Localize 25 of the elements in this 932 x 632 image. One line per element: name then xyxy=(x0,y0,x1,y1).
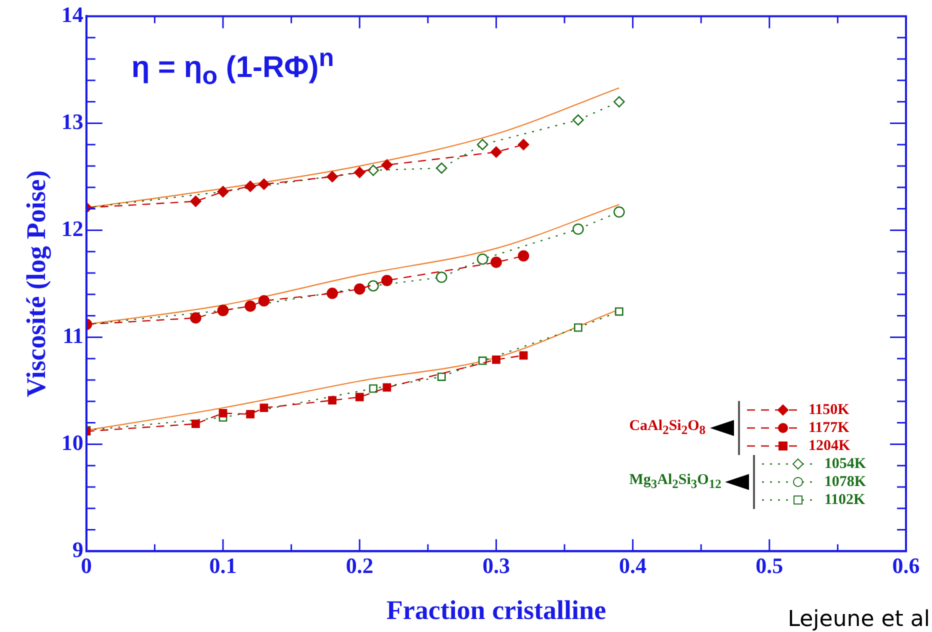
x-tick-label: 0.1 xyxy=(209,553,237,578)
legend-label: 1054K xyxy=(824,456,866,473)
y-axis-title: Viscosité (log Poise) xyxy=(21,170,52,398)
x-tick-label: 0 xyxy=(80,553,92,578)
legend-label: 1102K xyxy=(824,492,866,509)
x-tick-label: 0.4 xyxy=(619,553,647,578)
legend-label: 1150K xyxy=(808,402,850,419)
annotation: Mg$_{3}$Al$_{2}$Si$_{3}$O$_{12}$ xyxy=(629,472,722,492)
y-tick-label: 9 xyxy=(72,536,84,562)
y-tick-label: 11 xyxy=(62,322,84,348)
text: η = η$_{o}$ (1-RΦ)$^{n}$ xyxy=(131,44,334,92)
y-tick-label: 12 xyxy=(61,216,84,241)
annotation: CaAl$_{2}$Si$_{2}$O$_{8}$ xyxy=(629,418,706,438)
legend-label: 1177K xyxy=(808,420,850,437)
x-tick-label: 0.2 xyxy=(346,553,374,578)
x-tick-label: 0.6 xyxy=(892,553,920,578)
y-tick-label: 13 xyxy=(61,108,84,134)
legend-label: 1078K xyxy=(824,474,866,491)
x-tick-label: 0.3 xyxy=(482,553,510,578)
y-tick-label: 10 xyxy=(61,430,84,455)
legend-label: 1204K xyxy=(808,438,850,455)
x-tick-label: 0.5 xyxy=(756,553,784,578)
y-tick-label: 14 xyxy=(61,2,84,27)
text: Lejeune et al xyxy=(788,607,930,632)
x-axis-title: Fraction cristalline xyxy=(386,594,606,625)
